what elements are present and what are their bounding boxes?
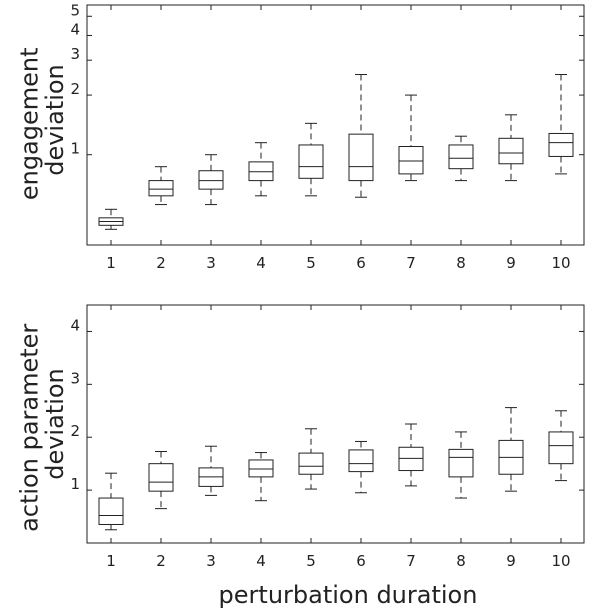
iqr-box (248, 161, 274, 182)
box-10 (548, 74, 574, 175)
y-tick-label: 1 (70, 475, 80, 493)
x-tick-label: 6 (356, 552, 366, 570)
iqr-box (548, 431, 574, 465)
box-2 (148, 451, 174, 510)
iqr-box (198, 170, 224, 190)
y-tick-label: 2 (70, 422, 80, 440)
box-3 (198, 154, 224, 206)
x-tick-label: 9 (506, 552, 516, 570)
y-ticks: 1 2 3 4 (70, 316, 584, 493)
iqr-box (148, 180, 174, 197)
x-tick-label: 3 (206, 254, 216, 272)
box-1 (98, 472, 124, 531)
x-tick-label: 2 (156, 254, 166, 272)
x-tick-label: 4 (256, 254, 266, 272)
iqr-box (98, 497, 124, 525)
iqr-box (248, 459, 274, 478)
box-9 (498, 407, 524, 492)
box-5 (298, 428, 324, 490)
box-6 (348, 74, 374, 198)
iqr-box (398, 146, 424, 175)
y-axis-label: engagement deviation (16, 40, 69, 200)
iqr-box (348, 133, 374, 182)
box-6 (348, 440, 374, 494)
x-axis-label: perturbation duration (219, 581, 478, 609)
box-7 (398, 423, 424, 487)
y-axis-label-line-2: deviation (41, 368, 69, 480)
x-ticks: 1 2 3 4 5 6 7 8 9 10 (106, 5, 571, 272)
x-tick-label: 3 (206, 552, 216, 570)
x-tick-label: 5 (306, 254, 316, 272)
y-tick-label: 4 (70, 316, 80, 334)
iqr-box (298, 144, 324, 179)
boxes (98, 74, 574, 230)
box-8 (448, 431, 474, 499)
box-8 (448, 135, 474, 182)
x-tick-label: 10 (551, 552, 570, 570)
box-1 (98, 208, 124, 230)
y-tick-label: 3 (70, 45, 80, 63)
x-tick-label: 10 (551, 254, 570, 272)
iqr-box (548, 132, 574, 157)
y-axis-label-line-2: deviation (41, 64, 69, 176)
y-axis-label: action parameter deviation (16, 316, 69, 532)
y-axis-label-line-1: action parameter (16, 324, 44, 532)
y-tick-label: 2 (70, 80, 80, 98)
x-tick-label: 8 (456, 552, 466, 570)
y-tick-label: 1 (70, 140, 80, 158)
x-tick-label: 2 (156, 552, 166, 570)
y-tick-label: 4 (70, 20, 80, 38)
x-tick-label: 7 (406, 254, 416, 272)
y-tick-label: 3 (70, 369, 80, 387)
iqr-box (448, 144, 474, 170)
iqr-box (348, 449, 374, 473)
x-tick-label: 5 (306, 552, 316, 570)
plot-frame (86, 304, 585, 544)
box-4 (248, 142, 274, 197)
box-7 (398, 94, 424, 182)
y-axis-label-line-1: engagement (16, 47, 44, 200)
box-4 (248, 452, 274, 502)
box-5 (298, 122, 324, 197)
y-ticks: 1 2 3 45 (70, 1, 584, 158)
x-tick-label: 9 (506, 254, 516, 272)
box-3 (198, 445, 224, 496)
x-ticks: 1 2 3 4 5 6 7 8 9 10 (106, 305, 571, 570)
box-10 (548, 410, 574, 482)
x-tick-label: 8 (456, 254, 466, 272)
x-tick-label: 6 (356, 254, 366, 272)
iqr-box (398, 446, 424, 472)
plot-frame (86, 4, 585, 246)
iqr-box (148, 463, 174, 492)
x-tick-label: 1 (106, 254, 116, 272)
box-2 (148, 166, 174, 206)
x-tick-label: 1 (106, 552, 116, 570)
action-parameter-chart: 1 2 3 4 1 2 3 4 5 6 7 8 9 10 action parameter deviat… (16, 304, 585, 570)
iqr-box (448, 448, 474, 478)
x-tick-label: 4 (256, 552, 266, 570)
iqr-box (298, 452, 324, 475)
box-9 (498, 114, 524, 182)
boxes (98, 407, 574, 531)
iqr-box (498, 137, 524, 165)
x-tick-label: 7 (406, 552, 416, 570)
y-tick-label: 5 (70, 1, 80, 19)
